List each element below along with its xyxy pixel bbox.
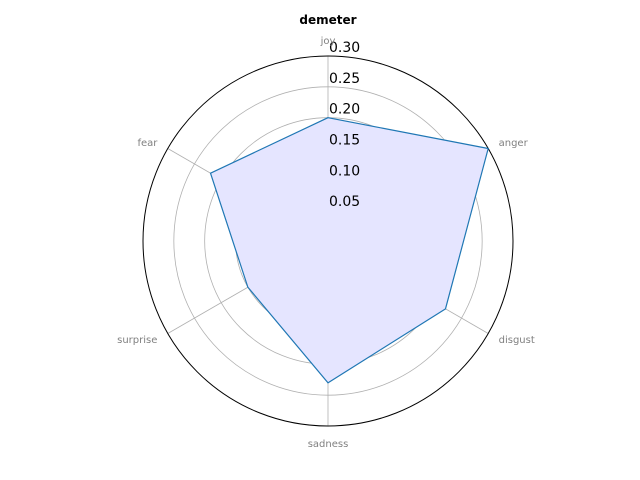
radar-series (209, 117, 489, 384)
category-label-sadness: sadness (308, 439, 349, 450)
r-tick-label: 0.05 (329, 194, 360, 210)
r-tick-label: 0.15 (329, 133, 360, 149)
r-tick-label: 0.20 (329, 102, 360, 118)
category-label-surprise: surprise (117, 335, 157, 346)
r-tick-label: 0.10 (329, 163, 360, 179)
category-label-disgust: disgust (499, 335, 535, 346)
grid-ring (173, 86, 483, 396)
outer-frame (142, 55, 514, 427)
category-label-anger: anger (499, 138, 529, 149)
r-tick-label: 0.25 (329, 71, 360, 87)
category-label-joy: joy (320, 36, 336, 47)
series-area (210, 117, 489, 383)
r-tick-label: 0.30 (329, 40, 360, 56)
chart-title: demeter (299, 13, 356, 27)
category-label-fear: fear (137, 138, 158, 149)
